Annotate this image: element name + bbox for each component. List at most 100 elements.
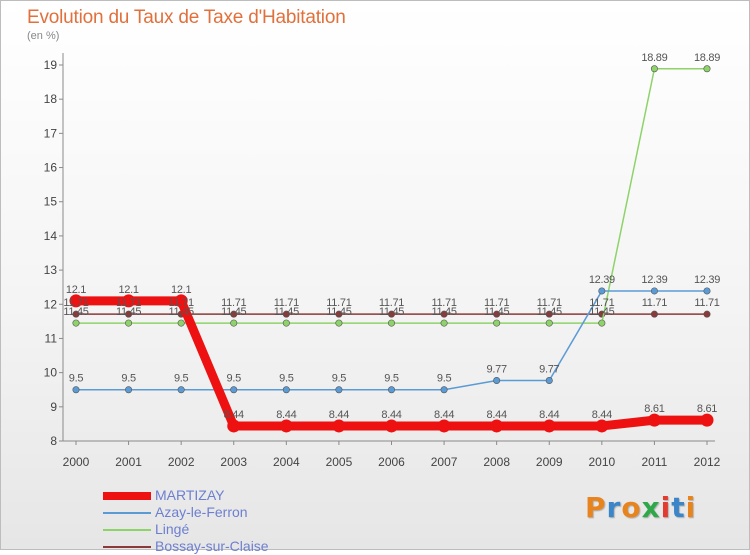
data-point [125,386,133,394]
legend-label: Azay-le-Ferron [155,504,248,520]
data-label: 8.61 [697,403,717,415]
data-point [598,319,606,327]
data-label: 11.71 [274,297,299,309]
data-label: 11.71 [326,297,351,309]
data-point [493,310,501,318]
data-point [177,319,185,327]
data-point [598,287,606,295]
data-point [282,386,290,394]
data-label: 11.71 [431,297,456,309]
y-tick-label: 11 [45,331,58,345]
data-label: 8.44 [329,409,349,421]
data-point [72,386,80,394]
data-point [387,310,395,318]
data-label: 11.71 [484,297,509,309]
y-tick-label: 10 [44,366,58,380]
data-point [69,294,83,308]
data-label: 11.45 [484,306,509,318]
data-label: 9.5 [332,373,347,385]
x-tick-label: 2000 [63,455,90,469]
data-label: 11.45 [221,306,246,318]
x-tick-label: 2005 [326,455,353,469]
data-label: 11.71 [116,297,141,309]
data-point [650,310,658,318]
logo-letter: r [606,491,622,524]
x-tick-label: 2004 [273,455,300,469]
data-label: 11.45 [589,306,614,318]
data-point [174,294,188,308]
data-point [545,376,553,384]
data-label: 9.5 [174,373,189,385]
data-point [493,319,501,327]
data-point [230,319,238,327]
data-label: 9.77 [539,363,559,375]
legend-swatch [103,529,151,531]
x-tick-label: 2007 [431,455,458,469]
data-label: 11.45 [431,306,456,318]
data-point [72,310,80,318]
data-label: 9.5 [437,373,452,385]
data-label: 12.39 [641,274,667,286]
data-label: 18.89 [641,52,667,64]
data-point [282,310,290,318]
data-point [542,419,556,433]
x-tick-label: 2009 [536,455,563,469]
data-label: 8.44 [539,409,559,421]
data-label: 11.45 [326,306,351,318]
data-label: 11.71 [379,297,404,309]
data-point [385,419,398,433]
data-point [335,310,343,318]
data-label: 8.44 [276,409,296,421]
data-label: 8.44 [381,409,401,421]
data-point [227,419,241,433]
y-tick-label: 17 [44,126,58,140]
data-point [282,319,290,327]
data-label: 11.71 [537,297,562,309]
legend-label: Bossay-sur-Claise [155,538,269,554]
logo-letter: o [621,491,642,524]
data-point [230,386,238,394]
data-label: 8.44 [224,409,244,421]
legend-swatch [103,546,151,548]
data-label: 11.71 [694,297,719,309]
y-tick-label: 12 [44,297,58,311]
x-tick-label: 2002 [168,455,195,469]
x-tick-label: 2008 [483,455,510,469]
data-label: 9.77 [487,363,507,375]
data-point [703,310,711,318]
x-tick-label: 2001 [115,455,142,469]
data-label: 11.45 [537,306,562,318]
data-point [335,319,343,327]
chart-title: Evolution du Taux de Taxe d'Habitation [27,7,346,28]
y-tick-label: 16 [44,161,58,175]
data-point [387,386,395,394]
legend-label: MARTIZAY [155,487,225,503]
x-tick-label: 2010 [588,455,615,469]
data-point [437,419,451,433]
data-point [650,65,658,73]
data-point [493,376,501,384]
data-point [72,319,80,327]
chart-unit-label: (en %) [27,30,60,42]
data-point [125,310,133,318]
data-label: 12.1 [171,284,191,296]
data-label: 12.39 [694,274,720,286]
y-tick-label: 19 [44,58,58,72]
data-label: 12.1 [66,284,86,296]
data-point [332,419,346,433]
data-point [490,419,504,433]
y-tick-label: 9 [50,400,57,414]
data-point [335,386,343,394]
data-label: 11.45 [379,306,404,318]
legend-label: Lingé [155,521,190,537]
x-tick-label: 2012 [694,455,721,469]
data-point [122,294,136,308]
data-label: 11.71 [169,297,194,309]
data-point [387,319,395,327]
data-point [647,413,661,427]
data-label: 8.44 [487,409,507,421]
y-tick-label: 18 [44,92,58,106]
logo-letter: i [685,491,697,524]
logo-letter: t [671,491,686,524]
